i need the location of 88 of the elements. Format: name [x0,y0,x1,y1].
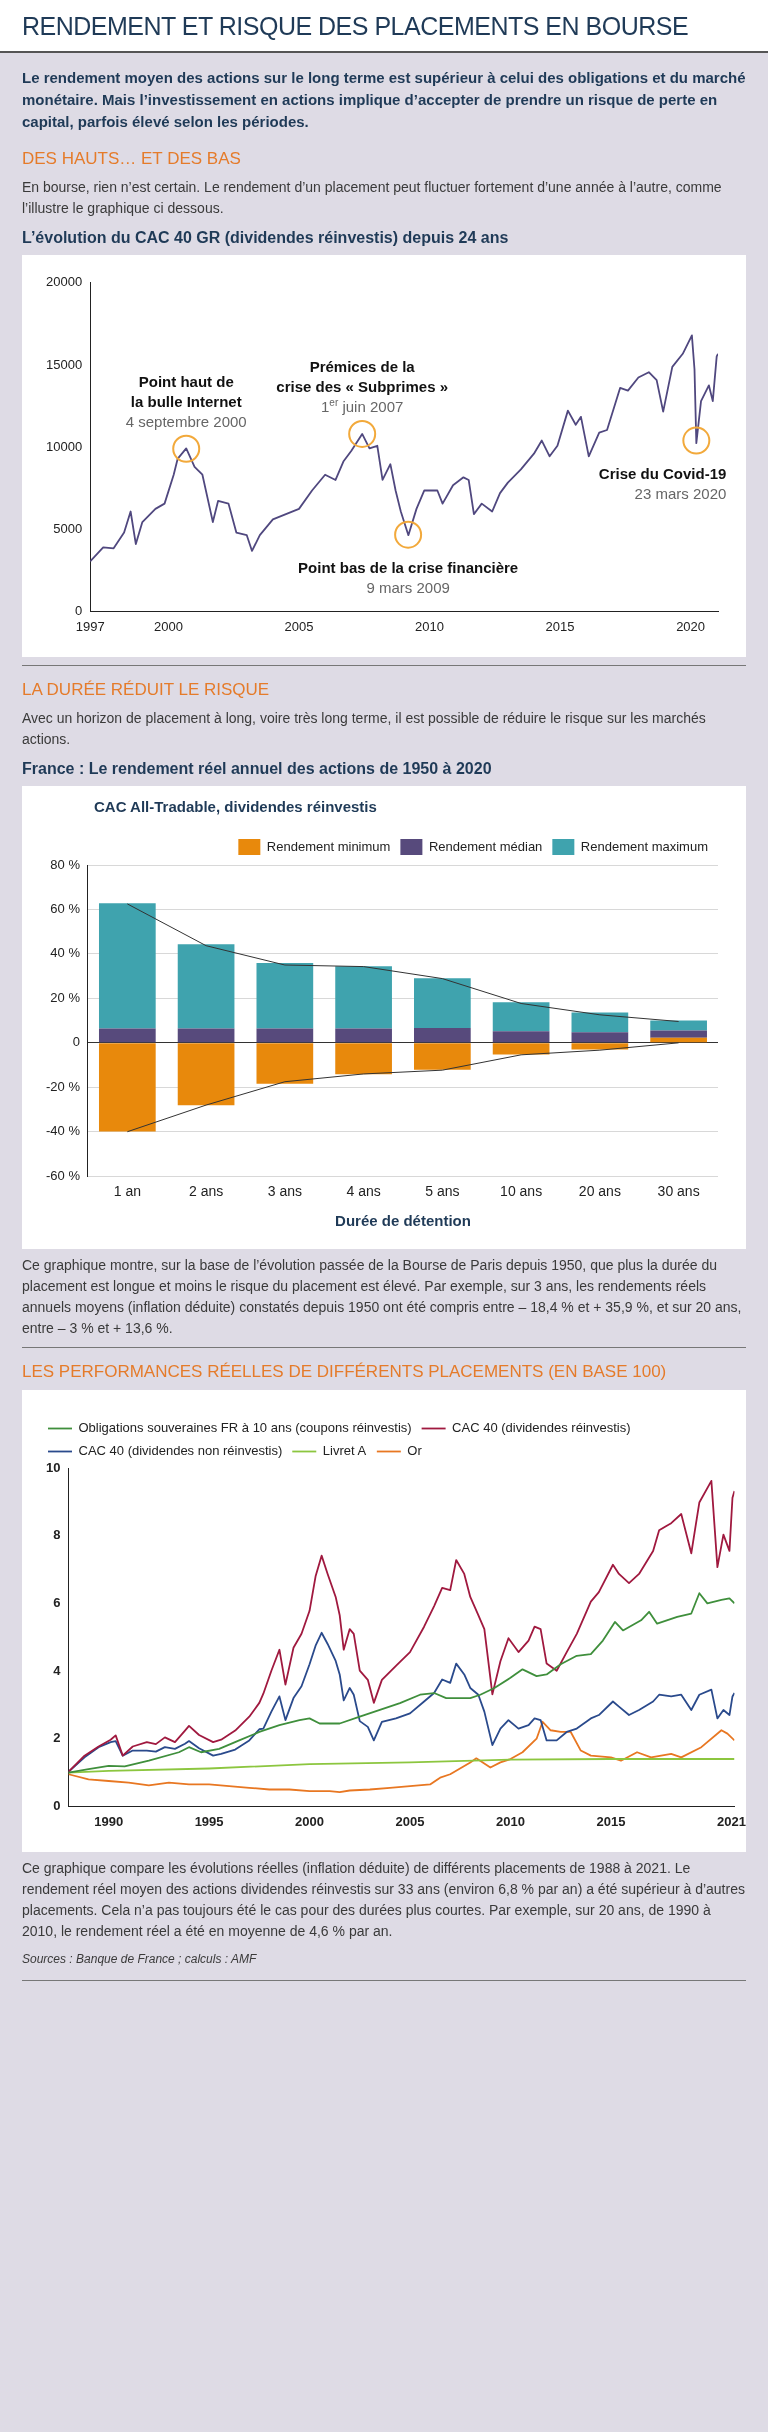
y-tick-label: 15000 [45,356,83,372]
bar [414,978,471,1028]
x-tick-label: 1 an [113,1183,141,1200]
x-tick-label: 2 ans [188,1183,224,1200]
bar [98,903,156,1029]
annotation: Point bas de la crise financière 9 mars 2009 [298,558,519,596]
x-tick-label: 5 ans [425,1183,460,1200]
y-tick-label: 10 [45,1459,61,1475]
bar [571,1043,629,1050]
y-tick-label: 6 [53,1594,61,1610]
y-tick-label: 0 [74,602,83,618]
annotation: Point haut de la bulle Internet 4 septembre 2000 [125,372,247,430]
annotation: Crise du Covid-19 23 mars 2020 [598,464,727,502]
x-tick-label: 20 ans [578,1183,621,1200]
bar [256,1043,314,1084]
bar [256,1028,314,1043]
legend-label: Rendement maximum [580,838,708,854]
legend-label: CAC 40 (dividendes non réinvestis) [78,1443,283,1459]
y-tick-label: 10000 [45,438,83,454]
x-tick-label: 2000 [295,1813,325,1829]
y-tick-label: 0 [72,1034,80,1050]
y-tick-label: 5000 [53,520,83,536]
x-tick-label: 1995 [194,1813,224,1829]
x-tick-label: 30 ans [657,1183,700,1200]
bar [98,1043,156,1132]
x-tick-label: 2005 [284,618,314,634]
bar [335,966,392,1029]
y-tick-label: 40 % [50,945,81,961]
y-tick-label: 4 [53,1662,62,1678]
legend-label: Rendement minimum [266,838,391,854]
bar [177,944,235,1029]
x-tick-label: 2010 [496,1813,525,1829]
legend-label: CAC 40 (dividendes réinvestis) [452,1420,631,1436]
bar [492,1043,550,1055]
y-tick-label: 0 [53,1797,61,1813]
chart-subtitle: CAC All-Tradable, dividendes réinvestis [94,798,378,815]
bar [492,1002,550,1032]
y-tick-label: 8 [53,1527,61,1543]
bar [177,1043,235,1106]
legend-label: Or [407,1443,423,1459]
text: Avec un horizon de placement à long, voire très long terme, il est possible de réduire le risque sur les marchés actions. [22,709,707,749]
x-tick-label: 2000 [154,618,183,634]
x-tick-label: 2015 [596,1813,626,1829]
text: Ce graphique montre, sur la base de l’évolution passée de la Bourse de Paris depuis 1950, que plus la durée du placement est longue et moins le risque du placement est élevé. Par exemple, sur 3 ans, les rendements réels annuels moyens (inflation déduite) constatés depuis 1950 ont été compris entre – 18,4 % et + 35,9 %, et sur 20 ans, entre – 3 % et + 13,6 %. [22,1256,743,1338]
bar [256,963,314,1029]
text: RENDEMENT ET RISQUE DES PLACEMENTS EN BOURSE [0,0,768,53]
bar [414,1043,471,1070]
y-tick-label: 20 % [50,989,81,1005]
bar [571,1012,629,1033]
chart-title: France : Le rendement réel annuel des actions de 1950 à 2020 [22,760,493,778]
y-tick-label: 20000 [45,274,83,290]
x-tick-label: 1997 [75,618,105,634]
bar [335,1043,392,1075]
y-tick-label: 2 [53,1730,61,1746]
x-tick-label: 2010 [415,618,444,634]
legend-label: Obligations souveraines FR à 10 ans (coupons réinvestis) [78,1420,412,1436]
bar [650,1020,707,1031]
text: En bourse, rien n’est certain. Le rendement d’un placement peut fluctuer fortement d’une année à l’autre, comme l’illustre le graphique ci dessous. [22,178,723,218]
x-tick-label: 2015 [545,618,575,634]
bar [492,1031,550,1043]
text: DES HAUTS… ET DES BAS [22,149,242,169]
x-tick-label: 2021 [717,1813,746,1829]
y-tick-label: -60 % [45,1167,81,1183]
chart-title: L’évolution du CAC 40 GR (dividendes réinvestis) depuis 24 ans [22,229,510,247]
x-tick-label: 4 ans [346,1183,381,1200]
bar [335,1028,392,1043]
y-tick-label: -40 % [45,1123,81,1139]
x-tick-label: 10 ans [500,1183,543,1200]
x-axis-title: Durée de détention [335,1212,471,1230]
y-tick-label: 60 % [50,901,81,917]
chart-title: LES PERFORMANCES RÉELLES DE DIFFÉRENTS PLACEMENTS (EN BASE 100) [22,1362,668,1382]
bar [414,1027,471,1043]
text: LA DURÉE RÉDUIT LE RISQUE [22,680,271,700]
bar [98,1028,156,1043]
source-note: Sources : Banque de France ; calculs : AMF [22,1952,258,1966]
text: Le rendement moyen des actions sur le long terme est supérieur à celui des obligations et du marché monétaire. Mais l’investissement en actions implique d’accepter de prendre un risque de perte en capital, parfois élevé selon les périodes. [22,68,746,132]
y-tick-label: 80 % [50,856,81,872]
x-tick-label: 2005 [395,1813,425,1829]
x-tick-label: 3 ans [267,1183,302,1200]
bar [650,1030,707,1038]
text: Ce graphique compare les évolutions réelles (inflation déduite) de différents placements de 1988 à 2021. Le rendement réel moyen des actions dividendes réinvestis sur 33 ans (environ 6,8 % par an) a été supérieur à d’autres placements. Cela n’a pas toujours été le cas pour des durées plus courtes. Par exemple, sur 20 ans, de 1990 à 2010, le rendement réel a été en moyenne de 4,6 % par an. [22,1859,746,1941]
legend-label: Livret A [322,1443,367,1459]
bar [177,1028,235,1043]
legend-label: Rendement médian [428,838,543,854]
y-tick-label: -20 % [45,1078,81,1094]
x-tick-label: 1990 [94,1813,124,1829]
x-tick-label: 2020 [676,618,706,634]
bar [571,1032,629,1043]
